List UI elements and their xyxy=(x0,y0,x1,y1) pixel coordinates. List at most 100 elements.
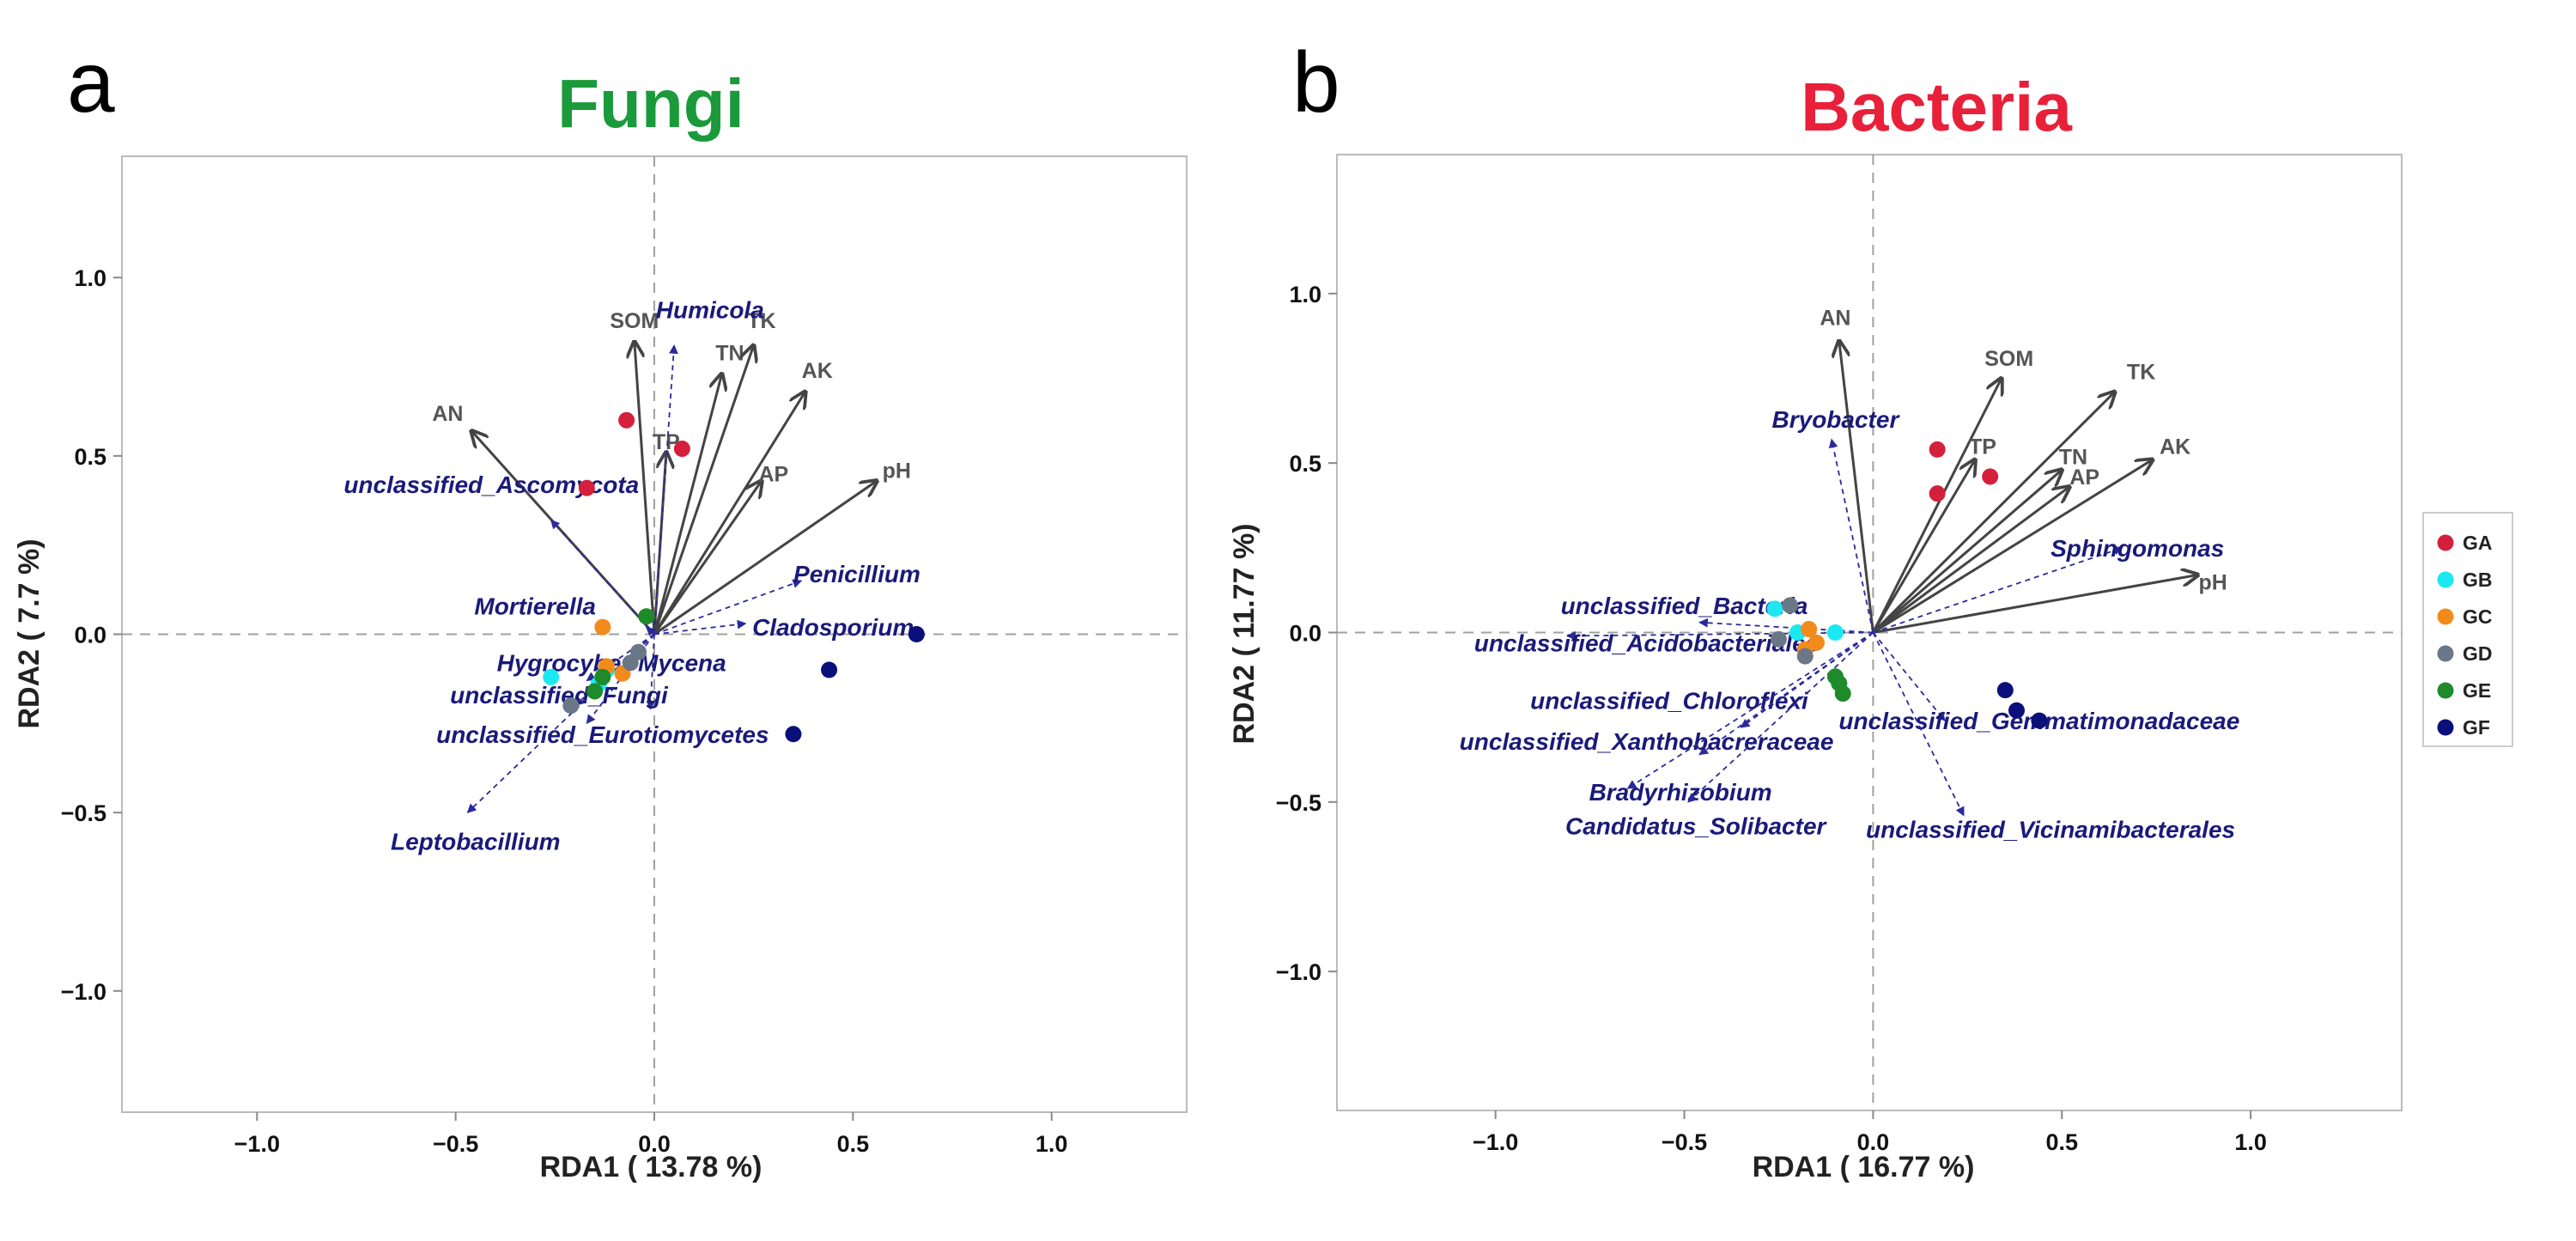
panel-b-points xyxy=(1766,441,2048,729)
species-arrow-unclassified-vicinamibacterales xyxy=(1872,632,1965,817)
species-label-cladosporium: Cladosporium xyxy=(752,614,914,641)
x-tick-label: −0.5 xyxy=(1662,1129,1707,1155)
legend-swatch-gc xyxy=(2437,608,2454,625)
env-label-som: SOM xyxy=(610,309,659,333)
legend-swatch-gb xyxy=(2437,571,2454,588)
env-arrow-som xyxy=(1872,378,2002,634)
y-tick-label: −0.5 xyxy=(1276,790,1321,816)
panel-a-ticks: −1.0 −0.5 0.0 0.5 1.0 −1.0 −0.5 0.0 0.5 1.0 xyxy=(61,265,1068,1157)
panel-a-x-axis-title: RDA1 ( 13.78 %) xyxy=(540,1151,762,1183)
env-arrow-tn xyxy=(1872,470,2062,634)
env-label-tn: TN xyxy=(2059,445,2087,469)
point-ge xyxy=(586,683,604,700)
x-tick-label: −1.0 xyxy=(1473,1129,1518,1155)
legend-label-gb: GB xyxy=(2463,569,2493,591)
legend-frame xyxy=(2422,512,2513,747)
panel-a-species-arrows: Humicola unclassified_Ascomycota Penicilli… xyxy=(343,297,920,855)
point-gb xyxy=(1766,600,1783,617)
species-arrow-sphingomonas xyxy=(1873,545,2123,634)
env-label-tk: TK xyxy=(2127,361,2155,385)
point-gd xyxy=(1770,630,1787,648)
y-tick-label: 1.0 xyxy=(74,265,106,291)
species-label-unclassified-fungi: unclassified_Fungi xyxy=(450,682,669,709)
x-tick-label: 1.0 xyxy=(2234,1129,2267,1155)
species-label-bryobacter: Bryobacter xyxy=(1772,406,1901,433)
point-gf xyxy=(1996,682,2014,699)
species-label-leptobacillium: Leptobacillium xyxy=(391,828,561,855)
y-tick-label: 1.0 xyxy=(1289,282,1321,307)
y-tick-label: 0.0 xyxy=(1289,621,1321,647)
env-label-tn: TN xyxy=(715,341,744,365)
point-ga xyxy=(1982,468,1999,485)
legend-label-gd: GD xyxy=(2463,642,2493,665)
species-label-bradyrhizobium: Bradyrhizobium xyxy=(1589,779,1772,806)
point-gf xyxy=(2031,712,2048,729)
species-arrow-unclassified-chloroflexi xyxy=(1740,631,1874,728)
env-label-som: SOM xyxy=(1984,347,2033,371)
point-ga xyxy=(1929,441,1946,458)
species-arrow-unclassified-acidobacteriales xyxy=(1566,630,1874,641)
y-tick-label: −1.0 xyxy=(61,979,106,1005)
species-arrow-mortierella xyxy=(645,626,656,636)
legend-swatch-ge xyxy=(2437,682,2454,699)
point-ga xyxy=(1929,485,1946,502)
species-arrow-unclassified-ascomycota xyxy=(550,519,655,636)
panel-b-letter: b xyxy=(1292,34,1340,131)
species-arrow-bradyrhizobium xyxy=(1626,631,1874,789)
y-tick-label: 0.5 xyxy=(74,444,106,470)
env-label-ak: AK xyxy=(802,359,833,383)
panel-a-title: Fungi xyxy=(557,65,744,142)
panel-b-ticks: −1.0 −0.5 0.0 0.5 1.0 −1.0 −0.5 0.0 0.5 1.0 xyxy=(1276,282,2267,1155)
env-arrow-ap xyxy=(653,481,762,636)
species-label-penicillium: Penicillium xyxy=(793,561,920,587)
species-label-unclassified-eurotiomycetes: unclassified_Eurotiomycetes xyxy=(436,721,769,748)
species-arrow-bryobacter xyxy=(1828,438,1874,633)
species-arrow-unclassified-gemmatimonadaceae xyxy=(1872,631,1946,721)
species-label-mycena: Mycena xyxy=(638,650,726,677)
legend-label-ga: GA xyxy=(2463,532,2493,554)
env-arrow-tp xyxy=(1872,459,1975,634)
point-gf xyxy=(908,626,925,642)
x-tick-label: 0.0 xyxy=(638,1131,671,1157)
legend-label-ge: GE xyxy=(2463,679,2491,702)
point-gb xyxy=(1826,624,1844,641)
panel-a: a Fungi −1.0 −0.5 0.0 0.5 1.0 −1.0 −0.5 0.0 0.5 1… xyxy=(13,34,1188,1183)
point-ga xyxy=(673,441,690,458)
env-label-ap: AP xyxy=(2069,465,2099,490)
env-arrow-ph xyxy=(653,481,877,636)
species-label-unclassified-bacteria: unclassified_Bacteria xyxy=(1561,593,1808,619)
env-arrow-ak xyxy=(653,392,805,636)
legend-label-gf: GF xyxy=(2463,716,2490,739)
point-gc xyxy=(594,618,611,636)
env-arrow-tk xyxy=(653,345,754,635)
env-label-ph: pH xyxy=(883,459,911,483)
point-gd xyxy=(562,697,580,715)
legend-swatch-gd xyxy=(2437,645,2454,662)
env-label-ph: pH xyxy=(2198,570,2227,594)
point-ga xyxy=(618,411,635,429)
env-arrow-tk xyxy=(1872,392,2114,634)
legend-swatch-gf xyxy=(2437,719,2454,736)
y-tick-label: −1.0 xyxy=(1276,959,1321,985)
env-arrow-ap xyxy=(1872,487,2069,634)
x-tick-label: 0.5 xyxy=(837,1131,870,1157)
point-gf xyxy=(821,661,838,678)
panel-a-y-axis-title: RDA2 ( 7.7 %) xyxy=(13,538,46,728)
species-label-unclassified-xanthobacreraceae: unclassified_Xanthobacreraceae xyxy=(1460,728,1834,755)
legend-swatch-ga xyxy=(2437,534,2454,551)
env-label-ap: AP xyxy=(758,463,788,487)
species-label-unclassified-chloroflexi: unclassified_Chloroflexi xyxy=(1530,687,1809,714)
y-tick-label: 0.0 xyxy=(74,623,106,648)
x-tick-label: −0.5 xyxy=(433,1131,478,1157)
species-label-unclassified-acidobacteriales: unclassified_Acidobacteriales xyxy=(1474,630,1820,656)
panel-a-points xyxy=(543,411,925,743)
panel-a-letter: a xyxy=(67,34,115,131)
point-gd xyxy=(1782,597,1799,614)
env-label-tp: TP xyxy=(1969,435,1996,459)
panel-b-y-axis-title: RDA2 ( 11.77 %) xyxy=(1228,524,1261,745)
species-arrow-cladosporium xyxy=(653,619,747,636)
point-gf xyxy=(2008,702,2025,719)
species-label-unclassified-vicinamibacterales: unclassified_Vicinamibacterales xyxy=(1866,816,2235,843)
